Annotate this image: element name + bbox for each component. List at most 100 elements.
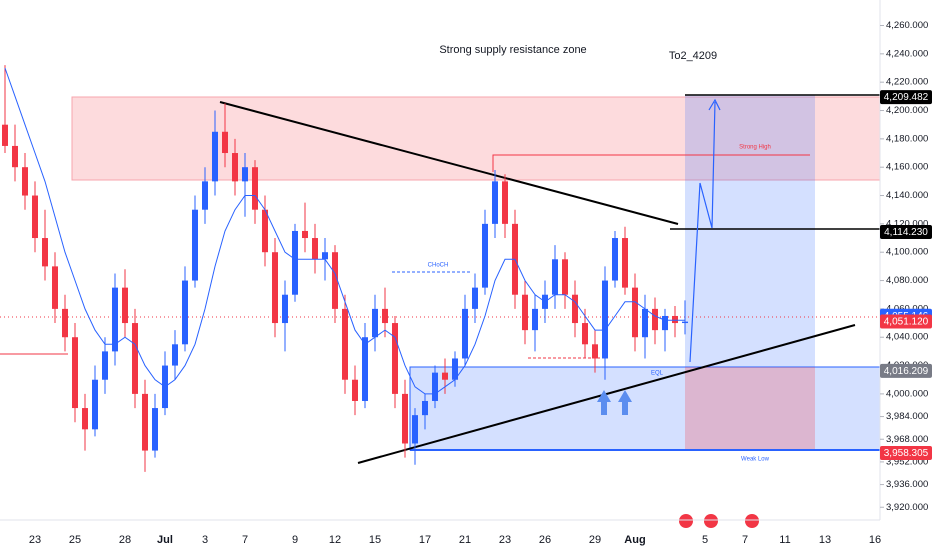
candle-body [422,400,428,416]
candle-body [52,266,58,309]
candle-body [622,238,628,288]
y-tick-label: 4,140.000 [886,190,928,201]
candle-body [282,294,288,324]
x-tick-label: 7 [242,534,248,546]
candle-body [222,131,228,154]
candle-body [132,323,138,394]
candle-body [362,337,368,401]
candle-body [172,344,178,366]
event-icon [679,514,693,528]
x-tick-label: Jul [157,534,173,546]
candle-body [372,308,378,338]
y-tick-label: 3,968.000 [886,434,928,445]
candle-body [662,315,668,331]
x-tick-label: 7 [742,534,748,546]
up-arrow [597,390,611,415]
candle-body [12,145,18,168]
candle-body [482,223,488,288]
candle-body [412,415,418,444]
candle-body [502,181,508,224]
y-tick-label: 3,936.000 [886,479,928,490]
event-icon [745,514,759,528]
candle-body [252,167,258,210]
candle-body [682,321,688,324]
candle-body [602,280,608,359]
y-tick-label: 4,040.000 [886,332,928,343]
candle-body [82,408,88,430]
supply-zone [71,96,881,181]
price-badge [880,90,932,105]
trendline [219,101,679,225]
candle-body [552,259,558,295]
candle-body [322,252,328,260]
candle-body [652,308,658,331]
candle-body [582,323,588,345]
x-tick-label: 11 [779,534,790,546]
candle-body [612,238,618,281]
candle-body [532,308,538,331]
y-tick-label: 4,160.000 [886,162,928,173]
candle-body [522,294,528,331]
annotation: Strong High [739,145,771,151]
x-tick-label: 15 [369,534,381,546]
candle-body [452,358,458,380]
candle-body [572,294,578,324]
y-tick-label: 4,120.000 [886,218,928,229]
candle-body [92,379,98,430]
y-tick-label: 4,000.000 [886,388,928,399]
candle-body [262,209,268,253]
candle-body [302,230,308,239]
x-tick-label: 5 [702,534,708,546]
x-tick-label: 28 [119,534,131,546]
x-tick-label: 17 [419,534,431,546]
x-tick-label: 12 [329,534,341,546]
candle-body [592,344,598,359]
x-tick-label: 13 [819,534,831,546]
annotation: EQL [651,371,664,377]
candle-body [232,153,238,182]
x-tick-label: 21 [459,534,471,546]
y-tick-label: 4,260.000 [886,20,928,31]
candle-body [342,308,348,380]
y-tick-label: 4,200.000 [886,105,928,116]
y-tick-label: 3,984.000 [886,411,928,422]
candle-body [562,259,568,295]
candle-body [442,372,448,380]
trendline [357,324,856,464]
annotations: Strong supply resistance zone To2_4209 S… [428,44,771,463]
projection-path [689,101,716,363]
candle-body [192,209,198,281]
annotation: To2_4209 [669,50,717,62]
price-badge-label: 4,016.209 [884,366,929,377]
x-tick-label: 29 [589,534,601,546]
candle-body [182,280,188,345]
y-tick-label: 4,080.000 [886,275,928,286]
price-badge [880,314,932,329]
strong-high-line [492,154,810,172]
candle-body [272,252,278,324]
x-tick-label: 25 [69,534,81,546]
candle-body [2,124,8,146]
candle-body [152,408,158,451]
candle-body [102,351,108,380]
x-tick-label: 9 [292,534,298,546]
candle-body [462,308,468,359]
demand-zone [409,366,881,451]
candle-body [72,337,78,409]
candle-body [22,167,28,196]
y-tick-label: 4,220.000 [886,77,928,88]
candle-body [402,393,408,444]
candle-body [122,287,128,324]
candle-body [242,167,248,182]
x-tick-label: Aug [624,534,645,546]
y-tick-label: 3,952.000 [886,456,928,467]
x-tick-label: 16 [869,534,881,546]
annotation: Weak Low [741,457,770,463]
candle-body [212,131,218,182]
event-icon [704,514,718,528]
target-box [685,95,815,367]
candle-body [312,238,318,260]
price-badge [880,225,932,240]
candle-body [42,238,48,267]
